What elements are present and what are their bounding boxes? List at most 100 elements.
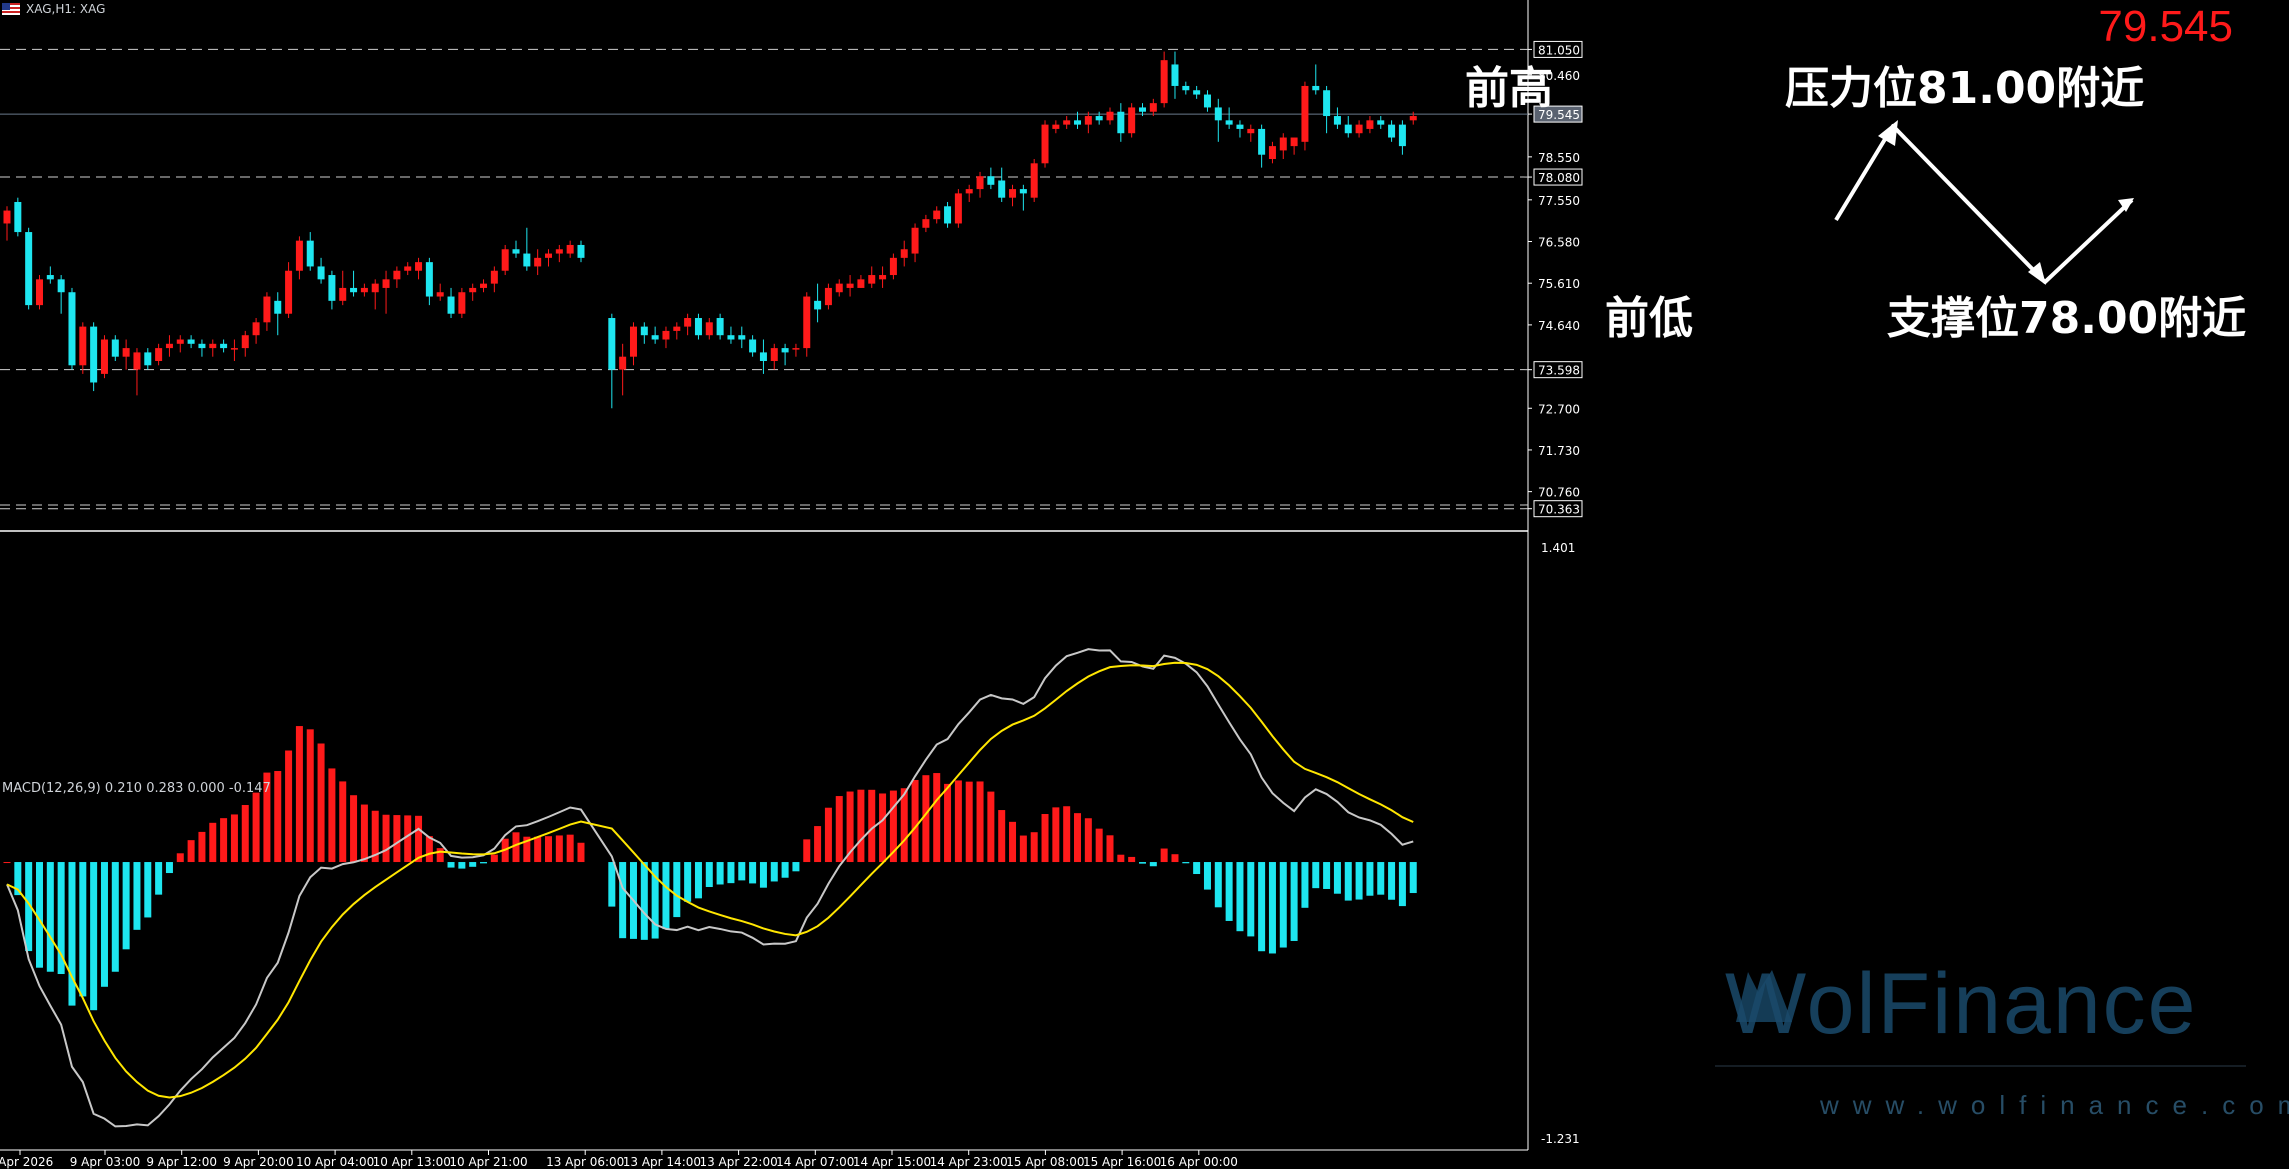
macd-histogram-bar [965,781,973,863]
macd-histogram-bar [1019,835,1027,863]
bullish-candle [469,287,477,293]
bullish-candle [1366,120,1374,129]
bullish-candle [371,283,379,293]
macd-histogram-bar [1236,862,1244,932]
price-level-box [1533,40,1583,58]
bearish-candle [111,339,119,357]
bearish-candle [220,343,228,349]
macd-histogram-bar [25,862,33,952]
macd-histogram-bar [835,796,843,863]
macd-histogram-bar [68,862,76,1006]
bullish-candle [673,326,681,331]
bearish-candle [987,176,995,185]
bearish-candle [274,300,282,314]
price-tick-label: 73.598 [1538,364,1580,378]
bearish-candle [447,296,455,314]
bearish-candle [57,279,65,293]
price-level-box [1533,500,1583,518]
macd-histogram-bar [608,862,616,907]
macd-histogram-bar [209,822,217,863]
macd-histogram-bar [555,835,563,863]
macd-histogram-bar [1203,862,1211,890]
macd-histogram-bar [889,790,897,863]
time-tick-label: 10 Apr 21:00 [449,1155,527,1169]
macd-line [6,648,1414,1128]
bearish-candle [781,348,789,353]
macd-histogram-bar [252,792,260,863]
bullish-candle [176,339,184,344]
macd-histogram-bar [824,807,832,863]
bullish-candle [911,227,919,254]
macd-histogram-bar [350,795,358,863]
bearish-candle [944,206,952,224]
macd-histogram-bar [1095,828,1103,863]
bullish-candle [382,279,390,288]
macd-histogram-bar [241,805,249,863]
macd-histogram-bar [781,862,789,878]
macd-histogram-bar [523,836,531,863]
macd-histogram-bar [1388,862,1396,900]
bullish-candle [165,343,173,349]
time-tick-label: 14 Apr 23:00 [930,1155,1008,1169]
bullish-candle [954,193,962,224]
macd-histogram-bar [1074,813,1082,863]
wolf-logo-icon [1736,970,1792,1022]
macd-histogram-bar [317,743,325,863]
bullish-candle [629,326,637,357]
macd-histogram-bar [759,862,767,888]
symbol-title: XAG,H1: XAG [26,2,106,16]
time-tick-label: 13 Apr 14:00 [623,1155,701,1169]
macd-histogram-bar [1106,835,1114,863]
annotation-prev-low: 前低 [1605,293,1693,344]
bearish-candle [1388,124,1396,138]
bearish-candle [90,326,98,383]
macd-histogram-bar [111,862,119,972]
bullish-candle [1052,124,1060,129]
forecast-arrow-path [1834,124,2134,284]
macd-histogram-bar [1312,862,1320,889]
bullish-candle [458,292,466,314]
macd-histogram-bar [944,783,952,863]
macd-histogram-bar [458,862,466,869]
macd-histogram-bar [545,836,552,863]
forecast-arrowhead-icon [1878,120,1898,146]
bearish-candle [1344,124,1352,134]
time-tick-label: 14 Apr 15:00 [853,1155,931,1169]
macd-histogram-bar [1041,814,1049,863]
bullish-candle [922,219,930,228]
macd-histogram-bar [727,862,735,884]
chart-header: XAG,H1: XAG [0,0,105,18]
signal-line [6,661,1414,1099]
macd-histogram-bar [360,804,368,863]
bearish-candle [1377,120,1385,125]
macd-histogram-bar [857,789,865,863]
bullish-candle [3,210,11,224]
macd-histogram-bar [436,848,444,863]
macd-histogram-bar [662,862,670,930]
bearish-candle [749,339,757,353]
price-level-box [1533,361,1583,379]
bullish-candle [965,189,973,194]
macd-histogram-bar [1398,862,1406,907]
time-tick-label: 9 Apr 20:00 [223,1155,294,1169]
bullish-candle [1247,128,1255,134]
bearish-candle [14,201,22,233]
macd-histogram-bar [619,862,627,939]
bearish-candle [1095,116,1103,121]
price-tick-label: 74.640 [1538,319,1580,333]
price-tick-label: 81.050 [1538,43,1580,57]
bearish-candle [738,335,746,340]
annotation-resistance: 压力位81.00附近 [1785,63,2145,114]
watermark-url: www.wolfinance.com [1820,1090,2289,1120]
bullish-candle [900,249,908,258]
bullish-candle [100,339,108,374]
bullish-candle [770,348,778,361]
price-tick-label: 76.580 [1538,236,1580,250]
macd-histogram-bar [1225,862,1233,921]
macd-histogram-bar [1084,818,1092,863]
macd-histogram-bar [1149,862,1157,867]
bullish-candle [393,270,401,280]
macd-histogram-bar [749,862,757,884]
time-tick-label: 14 Apr 07:00 [776,1155,854,1169]
